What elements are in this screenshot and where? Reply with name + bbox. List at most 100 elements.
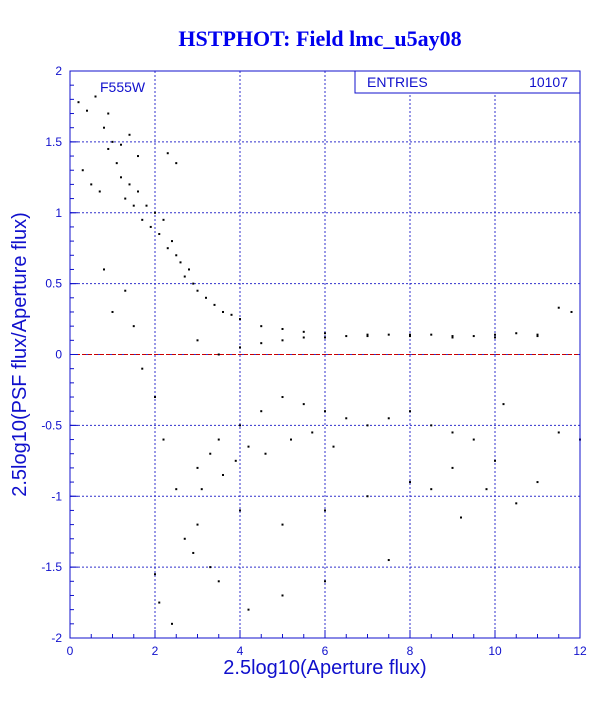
data-point bbox=[324, 410, 326, 413]
data-point bbox=[192, 551, 195, 554]
data-point bbox=[111, 310, 114, 313]
data-point bbox=[86, 109, 88, 112]
chart-title: HSTPHOT: Field lmc_u5ay08 bbox=[178, 26, 461, 51]
data-point bbox=[430, 488, 433, 491]
data-point bbox=[145, 204, 148, 207]
data-point bbox=[107, 112, 110, 115]
data-point bbox=[111, 140, 114, 143]
data-point bbox=[154, 396, 156, 399]
data-point bbox=[515, 332, 518, 335]
data-point bbox=[205, 296, 207, 299]
data-point bbox=[451, 335, 454, 338]
y-tick-label: 2 bbox=[55, 64, 62, 78]
data-point bbox=[175, 488, 178, 491]
y-tick-label: 0.5 bbox=[45, 277, 62, 291]
data-point bbox=[502, 403, 505, 406]
data-point bbox=[430, 333, 433, 336]
stats-box-frame bbox=[354, 70, 581, 94]
data-point bbox=[264, 452, 267, 455]
data-point bbox=[196, 523, 199, 526]
data-point bbox=[430, 424, 433, 427]
x-tick-label: 0 bbox=[67, 644, 74, 658]
data-point bbox=[77, 101, 80, 104]
data-point bbox=[234, 459, 237, 462]
data-point bbox=[192, 282, 195, 285]
data-point bbox=[132, 204, 135, 207]
data-point bbox=[183, 275, 186, 278]
x-axis-label: 2.5log10(Aperture flux) bbox=[223, 657, 426, 679]
data-point bbox=[345, 335, 348, 338]
y-axis-tick-labels: -2 -1.5 -1 -0.5 0 0.5 1 1.5 2 bbox=[41, 64, 62, 645]
data-point bbox=[485, 488, 488, 491]
data-point bbox=[171, 622, 173, 625]
x-tick-label: 2 bbox=[152, 644, 159, 658]
data-point bbox=[124, 197, 127, 200]
data-point bbox=[494, 333, 496, 336]
data-point bbox=[124, 289, 127, 292]
data-point bbox=[137, 190, 139, 193]
y-tick-label: -1 bbox=[51, 489, 62, 503]
data-point bbox=[281, 523, 284, 526]
x-tick-label: 4 bbox=[237, 644, 244, 658]
data-point bbox=[324, 580, 326, 583]
data-point bbox=[302, 403, 305, 406]
data-point bbox=[188, 268, 190, 271]
x-tick-label: 6 bbox=[322, 644, 329, 658]
data-point bbox=[409, 335, 411, 338]
data-point bbox=[115, 162, 118, 165]
y-tick-label: -2 bbox=[51, 631, 62, 645]
data-point bbox=[149, 225, 152, 228]
data-point bbox=[103, 268, 105, 271]
data-point bbox=[260, 410, 263, 413]
data-point bbox=[324, 509, 326, 512]
data-point bbox=[158, 601, 161, 604]
data-point bbox=[409, 481, 411, 484]
data-point bbox=[141, 218, 144, 221]
data-point bbox=[366, 333, 369, 336]
data-point bbox=[239, 509, 241, 512]
data-point bbox=[302, 336, 305, 339]
data-point bbox=[536, 335, 539, 338]
data-point bbox=[332, 445, 335, 448]
data-point bbox=[196, 466, 199, 469]
stats-box: ENTRIES 10107 bbox=[354, 70, 581, 94]
data-point bbox=[387, 417, 390, 420]
data-point bbox=[94, 95, 97, 98]
data-point bbox=[200, 488, 203, 491]
data-point bbox=[494, 459, 496, 462]
data-point bbox=[311, 431, 314, 434]
y-tick-label: -1.5 bbox=[41, 560, 62, 574]
y-tick-label: 0 bbox=[55, 348, 62, 362]
data-point bbox=[222, 310, 224, 313]
data-point bbox=[290, 438, 292, 441]
data-point bbox=[239, 346, 241, 349]
data-point bbox=[451, 431, 454, 434]
stats-value: 10107 bbox=[529, 74, 568, 90]
data-point bbox=[154, 211, 156, 214]
data-point bbox=[141, 367, 144, 370]
data-point bbox=[366, 495, 369, 498]
data-point bbox=[90, 183, 93, 186]
data-point bbox=[120, 176, 122, 179]
data-point bbox=[387, 559, 390, 562]
data-point bbox=[107, 147, 110, 150]
data-point bbox=[154, 573, 156, 576]
x-tick-label: 10 bbox=[488, 644, 502, 658]
data-point bbox=[494, 336, 496, 339]
data-point bbox=[213, 303, 216, 306]
axis-ticks bbox=[69, 70, 581, 639]
data-point bbox=[196, 339, 199, 342]
data-point bbox=[260, 325, 263, 328]
data-point bbox=[217, 580, 220, 583]
data-point bbox=[162, 438, 165, 441]
data-point bbox=[366, 335, 369, 338]
data-point bbox=[281, 396, 284, 399]
data-point bbox=[536, 333, 539, 336]
data-point bbox=[175, 162, 178, 165]
data-point bbox=[183, 537, 186, 540]
data-point bbox=[128, 133, 131, 136]
data-point bbox=[472, 438, 475, 441]
data-point bbox=[217, 438, 220, 441]
data-point bbox=[302, 330, 305, 333]
data-point bbox=[536, 481, 539, 484]
